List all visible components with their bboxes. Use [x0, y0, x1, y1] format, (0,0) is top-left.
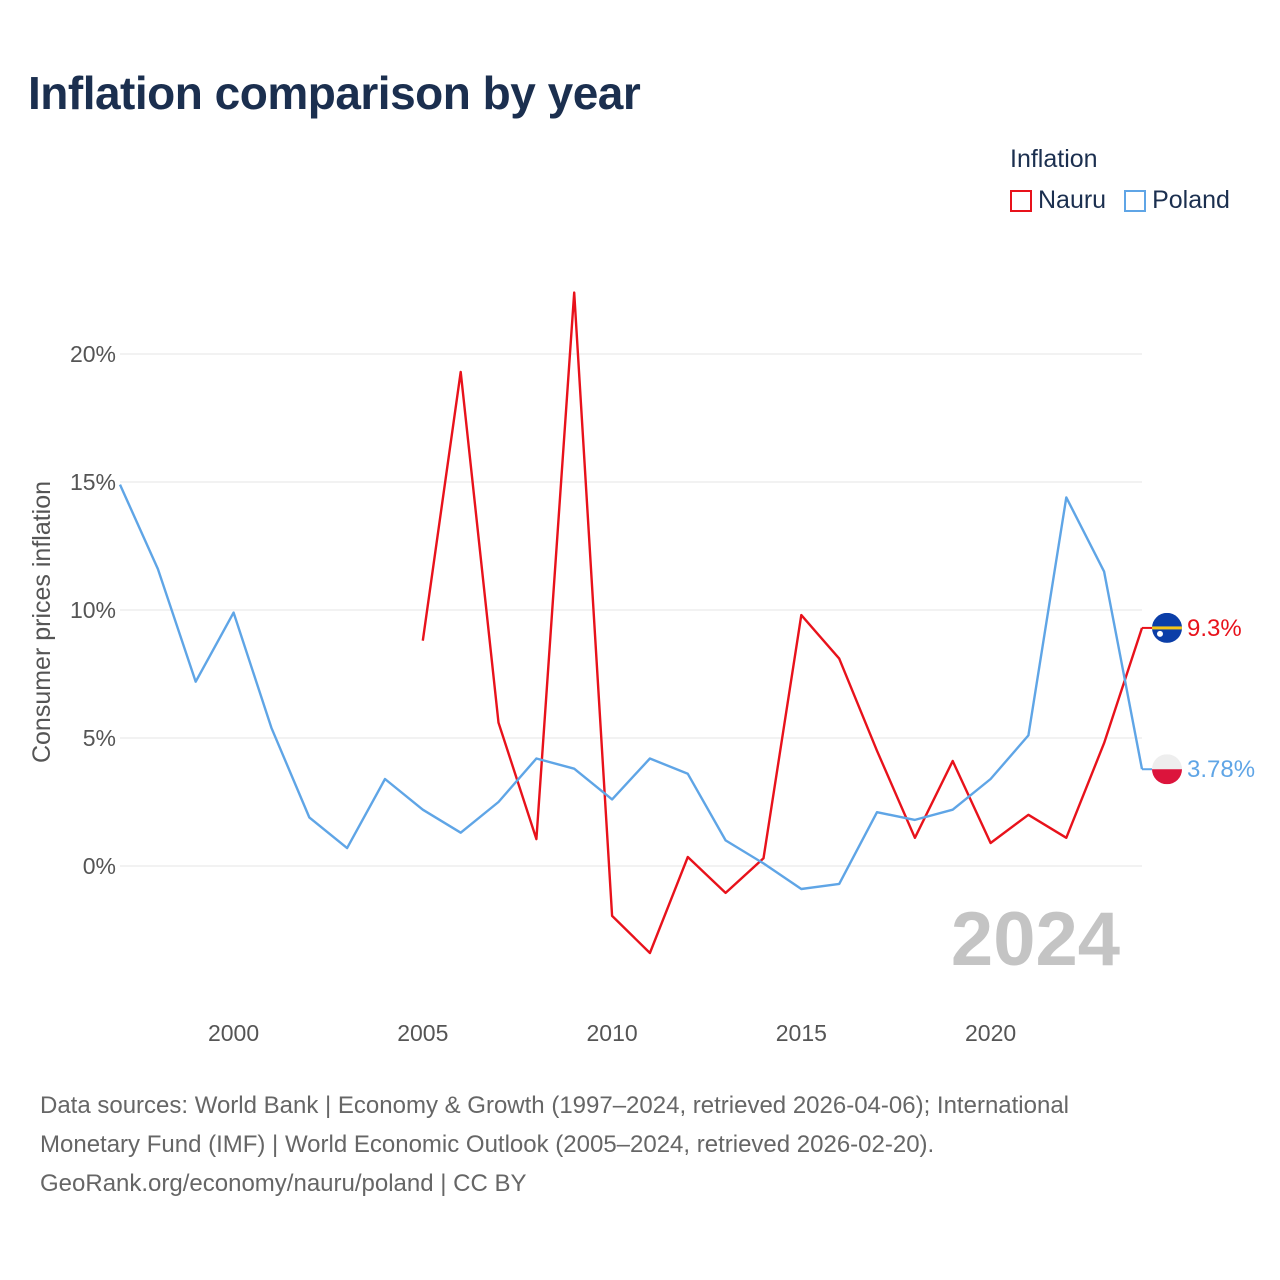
y-tick-label: 20% — [70, 341, 116, 367]
footer: Data sources: World Bank | Economy & Gro… — [40, 1086, 1240, 1203]
legend-label-nauru: Nauru — [1038, 186, 1107, 214]
y-tick-label: 5% — [83, 725, 116, 751]
series-line-nauru — [421, 291, 1144, 955]
footer-sources-line1: Data sources: World Bank | Economy & Gro… — [40, 1092, 1070, 1119]
x-tick-label: 2020 — [965, 1020, 1016, 1046]
series-line-poland — [118, 484, 1144, 891]
nauru-flag-icon — [1152, 612, 1182, 643]
y-tick-label: 15% — [70, 469, 116, 495]
legend-title: Inflation — [1010, 145, 1098, 173]
chart-title: Inflation comparison by year — [28, 67, 641, 119]
end-value-label-nauru: 9.3% — [1187, 615, 1242, 642]
y-axis-label: Consumer prices inflation — [28, 481, 56, 763]
x-tick-label: 2005 — [397, 1020, 448, 1046]
x-tick-label: 2000 — [208, 1020, 259, 1046]
footer-sources-line2: Monetary Fund (IMF) | World Economic Out… — [40, 1131, 935, 1158]
y-tick-label: 10% — [70, 597, 116, 623]
y-tick-label: 0% — [83, 853, 116, 879]
end-value-label-poland: 3.78% — [1187, 756, 1255, 783]
year-watermark: 2024 — [951, 897, 1120, 982]
legend-item-poland[interactable]: Poland — [1124, 186, 1230, 215]
footer-attribution: GeoRank.org/economy/nauru/poland | CC BY — [40, 1170, 527, 1197]
legend-label-poland: Poland — [1152, 186, 1230, 214]
legend: Nauru Poland — [1010, 186, 1248, 215]
legend-swatch-nauru — [1010, 189, 1032, 212]
legend-swatch-poland — [1124, 189, 1147, 212]
poland-flag-icon — [1152, 754, 1182, 785]
x-tick-label: 2015 — [776, 1020, 827, 1046]
legend-item-nauru[interactable]: Nauru — [1010, 186, 1106, 215]
x-tick-label: 2010 — [586, 1020, 637, 1046]
